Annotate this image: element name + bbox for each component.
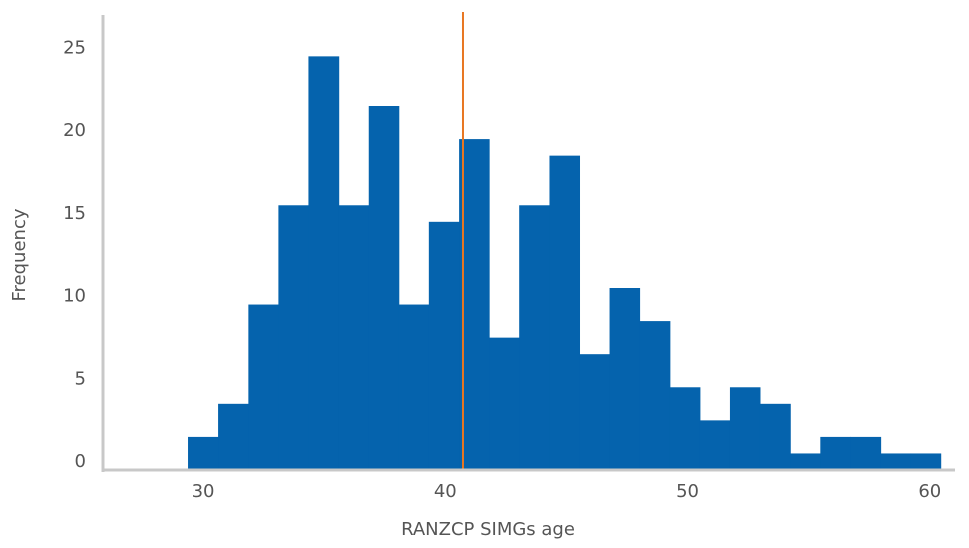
bar (368, 106, 400, 470)
bar (218, 403, 249, 470)
bar (579, 354, 611, 470)
bar (790, 453, 821, 470)
bar (428, 221, 460, 470)
bar (248, 304, 279, 470)
bar (398, 304, 430, 470)
bar (669, 387, 701, 470)
x-tick-label: 60 (918, 481, 941, 502)
bar (880, 453, 912, 470)
bar (699, 420, 731, 470)
x-tick-label: 40 (434, 481, 457, 502)
bar (338, 205, 370, 471)
bar (820, 436, 851, 470)
bar (609, 288, 641, 470)
bar (549, 155, 581, 471)
y-axis-label: Frequency (9, 208, 30, 301)
bar (188, 436, 219, 470)
bar (308, 56, 340, 470)
x-tick-label: 50 (676, 481, 699, 502)
y-tick-label: 0 (75, 451, 86, 472)
bar (278, 205, 309, 471)
bar (759, 403, 791, 470)
y-tick-label: 10 (63, 286, 86, 307)
bar (729, 387, 761, 470)
bar (489, 337, 520, 470)
y-tick-label: 15 (63, 203, 86, 224)
y-tick-label: 5 (75, 368, 86, 389)
y-tick-label: 20 (63, 120, 86, 141)
bar (459, 139, 490, 470)
bar (910, 453, 942, 470)
bar (850, 436, 882, 470)
x-axis-label: RANZCP SIMGs age (401, 519, 575, 540)
y-tick-label: 25 (63, 37, 86, 58)
bar (639, 321, 671, 470)
bar (519, 205, 550, 471)
x-tick-label: 30 (192, 481, 215, 502)
